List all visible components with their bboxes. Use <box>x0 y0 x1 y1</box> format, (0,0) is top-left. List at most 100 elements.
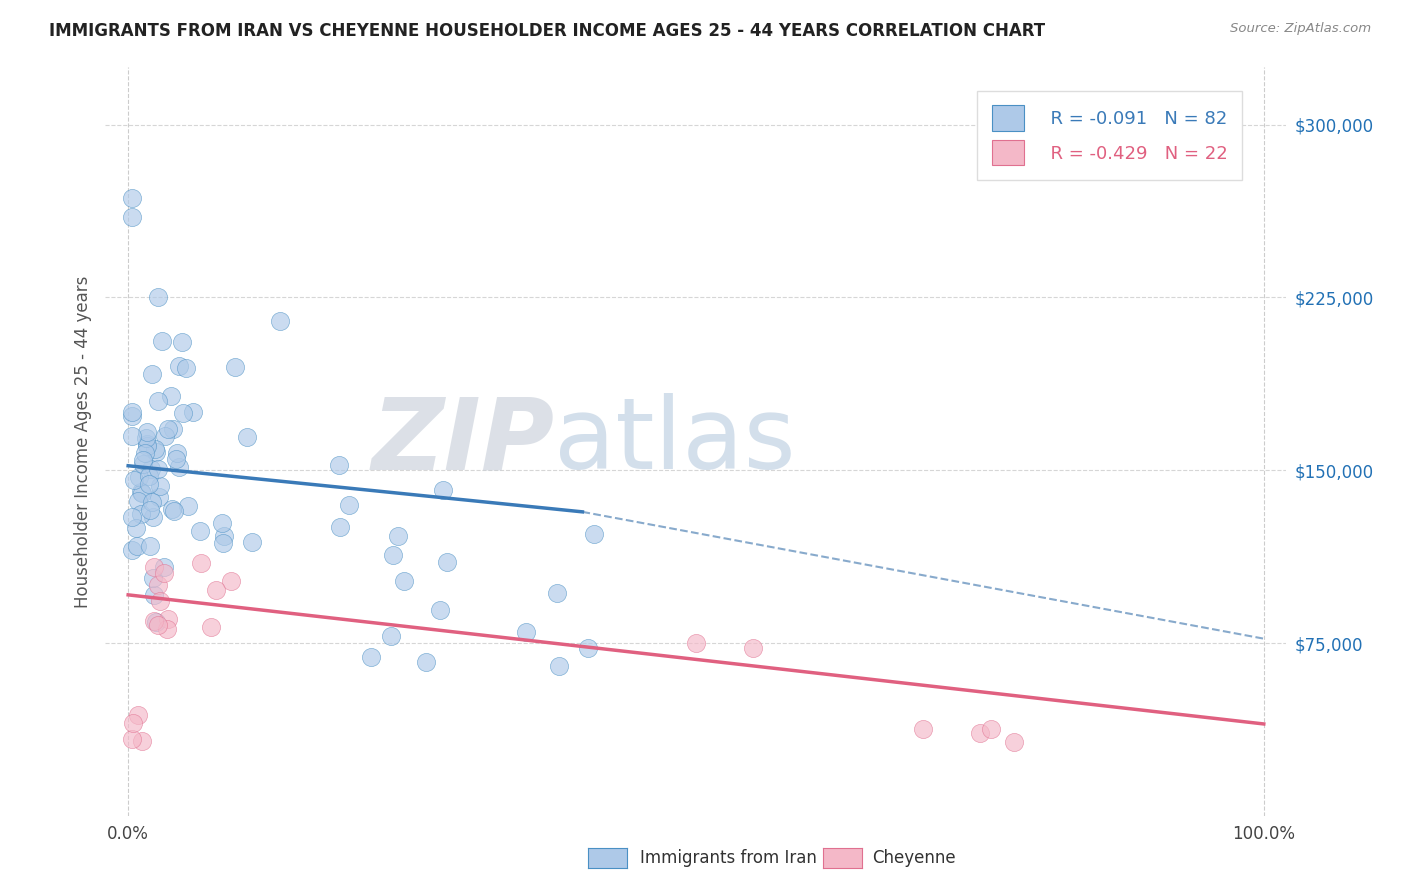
Point <box>135 431 157 445</box>
Point <box>165 451 187 466</box>
Point <box>170 334 193 349</box>
Text: ZIP: ZIP <box>371 393 554 490</box>
Point <box>392 574 415 588</box>
Point <box>121 191 143 205</box>
Point <box>156 612 179 626</box>
Point <box>219 574 242 588</box>
Point <box>139 540 162 554</box>
Point <box>212 529 235 543</box>
Point <box>121 543 143 558</box>
Point <box>129 507 152 521</box>
Point <box>382 549 405 563</box>
Point <box>135 425 157 439</box>
Point <box>172 406 194 420</box>
Point <box>205 583 228 598</box>
Point <box>240 535 263 549</box>
Point <box>121 405 143 419</box>
Point <box>152 566 174 580</box>
Point <box>160 501 183 516</box>
Point <box>139 502 162 516</box>
Point <box>515 624 537 639</box>
Point <box>741 640 763 655</box>
Point <box>132 458 155 472</box>
Point <box>167 359 190 374</box>
Point <box>190 524 212 539</box>
Point <box>200 620 222 634</box>
Y-axis label: Householder Income Ages 25 - 44 years: Householder Income Ages 25 - 44 years <box>73 276 91 607</box>
Point <box>135 439 157 453</box>
Point <box>429 603 451 617</box>
Text: atlas: atlas <box>554 393 796 490</box>
Point <box>236 430 259 444</box>
Point <box>132 453 155 467</box>
Point <box>142 571 165 585</box>
Point <box>145 445 167 459</box>
Point <box>148 617 170 632</box>
Point <box>337 498 360 512</box>
Point <box>328 458 350 472</box>
Text: Immigrants from Iran: Immigrants from Iran <box>640 849 817 867</box>
Point <box>157 422 180 436</box>
Point <box>127 708 149 723</box>
Point <box>149 478 172 492</box>
Point <box>583 527 606 541</box>
Point <box>162 421 184 435</box>
Point <box>127 539 149 553</box>
Point <box>142 588 165 602</box>
Point <box>329 520 352 534</box>
Point <box>685 636 707 650</box>
Point <box>149 594 172 608</box>
Point <box>912 722 935 736</box>
Point <box>153 429 176 443</box>
Point <box>121 731 143 746</box>
Point <box>212 536 235 550</box>
Point <box>146 578 169 592</box>
Point <box>121 510 143 524</box>
Point <box>224 359 246 374</box>
Point <box>146 394 169 409</box>
Text: Cheyenne: Cheyenne <box>872 849 955 867</box>
Point <box>969 726 991 740</box>
Point <box>131 485 153 500</box>
Point <box>177 500 200 514</box>
Point <box>980 722 1002 736</box>
Point <box>141 367 163 381</box>
Point <box>138 477 160 491</box>
Point <box>121 409 143 424</box>
Point <box>146 290 169 304</box>
Point <box>436 555 458 569</box>
Point <box>142 560 165 574</box>
Text: IMMIGRANTS FROM IRAN VS CHEYENNE HOUSEHOLDER INCOME AGES 25 - 44 YEARS CORRELATI: IMMIGRANTS FROM IRAN VS CHEYENNE HOUSEHO… <box>49 22 1045 40</box>
Point <box>148 490 170 504</box>
Point <box>156 622 179 636</box>
Point <box>121 210 143 224</box>
Point <box>121 429 143 443</box>
Point <box>142 509 165 524</box>
Point <box>546 586 568 600</box>
Point <box>576 641 599 656</box>
Point <box>547 659 569 673</box>
Point <box>190 556 212 570</box>
Point <box>211 516 233 530</box>
Point <box>159 389 181 403</box>
Point <box>150 334 173 348</box>
Point <box>181 405 204 419</box>
Point <box>139 462 162 476</box>
Point <box>166 446 188 460</box>
Point <box>143 614 166 628</box>
Text: Source: ZipAtlas.com: Source: ZipAtlas.com <box>1230 22 1371 36</box>
Point <box>143 442 166 456</box>
Point <box>163 504 186 518</box>
Legend:   R = -0.091   N = 82,   R = -0.429   N = 22: R = -0.091 N = 82, R = -0.429 N = 22 <box>977 91 1241 180</box>
Point <box>128 470 150 484</box>
Point <box>131 733 153 747</box>
Point <box>127 493 149 508</box>
Point <box>138 469 160 483</box>
Point <box>415 655 437 669</box>
Point <box>125 521 148 535</box>
Point <box>134 446 156 460</box>
Point <box>141 494 163 508</box>
Point <box>153 560 176 574</box>
Point <box>269 313 291 327</box>
Point <box>136 437 159 451</box>
